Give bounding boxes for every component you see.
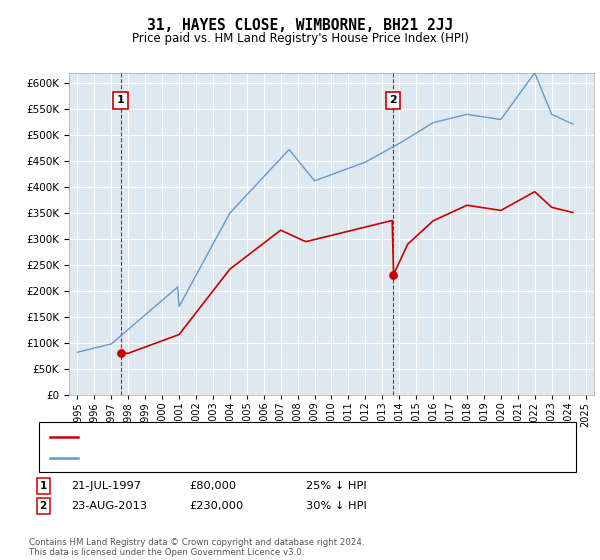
Point bbox=[116, 349, 125, 358]
Text: 2: 2 bbox=[389, 95, 397, 105]
Text: 31, HAYES CLOSE, WIMBORNE, BH21 2JJ (detached house): 31, HAYES CLOSE, WIMBORNE, BH21 2JJ (det… bbox=[82, 432, 400, 442]
Text: Contains HM Land Registry data © Crown copyright and database right 2024.
This d: Contains HM Land Registry data © Crown c… bbox=[29, 538, 364, 557]
Text: HPI: Average price, detached house, Dorset: HPI: Average price, detached house, Dors… bbox=[82, 452, 321, 463]
Text: 1: 1 bbox=[117, 95, 125, 105]
Text: 25% ↓ HPI: 25% ↓ HPI bbox=[306, 481, 367, 491]
Point bbox=[388, 271, 398, 280]
Text: 1: 1 bbox=[40, 481, 47, 491]
Text: Price paid vs. HM Land Registry's House Price Index (HPI): Price paid vs. HM Land Registry's House … bbox=[131, 32, 469, 45]
Text: £80,000: £80,000 bbox=[189, 481, 236, 491]
Text: 21-JUL-1997: 21-JUL-1997 bbox=[71, 481, 141, 491]
Text: £230,000: £230,000 bbox=[189, 501, 243, 511]
Text: 31, HAYES CLOSE, WIMBORNE, BH21 2JJ: 31, HAYES CLOSE, WIMBORNE, BH21 2JJ bbox=[147, 18, 453, 33]
Text: 23-AUG-2013: 23-AUG-2013 bbox=[71, 501, 147, 511]
Text: 2: 2 bbox=[40, 501, 47, 511]
Text: 30% ↓ HPI: 30% ↓ HPI bbox=[306, 501, 367, 511]
